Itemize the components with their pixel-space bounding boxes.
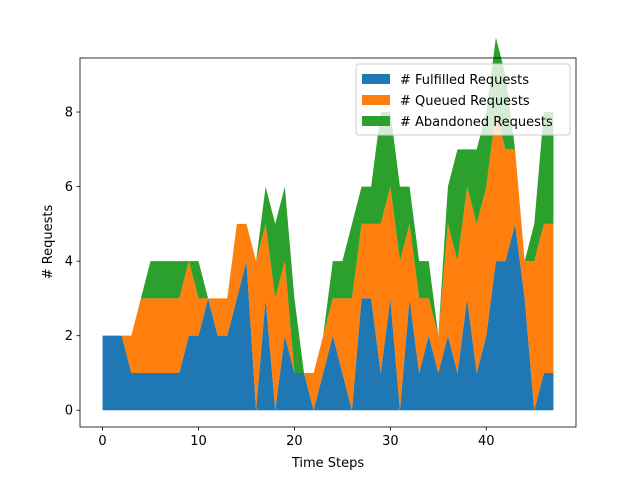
axes-group — [79, 57, 577, 428]
x-tick-label: 30 — [382, 434, 399, 449]
x-tick-label: 0 — [98, 434, 106, 449]
y-tick-label: 0 — [65, 404, 73, 419]
y-axis-label: # Requests — [41, 204, 56, 279]
area-series-2 — [102, 112, 554, 411]
legend-label: # Abandoned Requests — [400, 115, 553, 130]
x-tick-label: 40 — [478, 434, 495, 449]
x-tick-label: 10 — [190, 434, 207, 449]
plot-frame — [79, 57, 577, 428]
ticks-group: 0 10 20 30 40 0 2 4 6 8 — [65, 106, 495, 449]
x-tick-label: 20 — [286, 434, 303, 449]
area-series-group — [102, 37, 554, 411]
legend-box — [355, 63, 571, 136]
y-tick-label: 8 — [65, 106, 73, 121]
area-series-1 — [102, 223, 554, 411]
legend: # Fulfilled Requests # Queued Requests # A… — [355, 63, 571, 136]
x-axis-label: Time Steps — [291, 456, 365, 471]
legend-swatch — [362, 95, 390, 105]
legend-label: # Queued Requests — [400, 94, 530, 109]
legend-swatch — [362, 116, 390, 126]
area-series-3 — [102, 37, 554, 373]
y-tick-label: 4 — [65, 255, 73, 270]
y-tick-label: 2 — [65, 329, 73, 344]
legend-label: # Fulfilled Requests — [400, 73, 529, 88]
y-tick-label: 6 — [65, 180, 73, 195]
legend-swatch — [362, 74, 390, 84]
